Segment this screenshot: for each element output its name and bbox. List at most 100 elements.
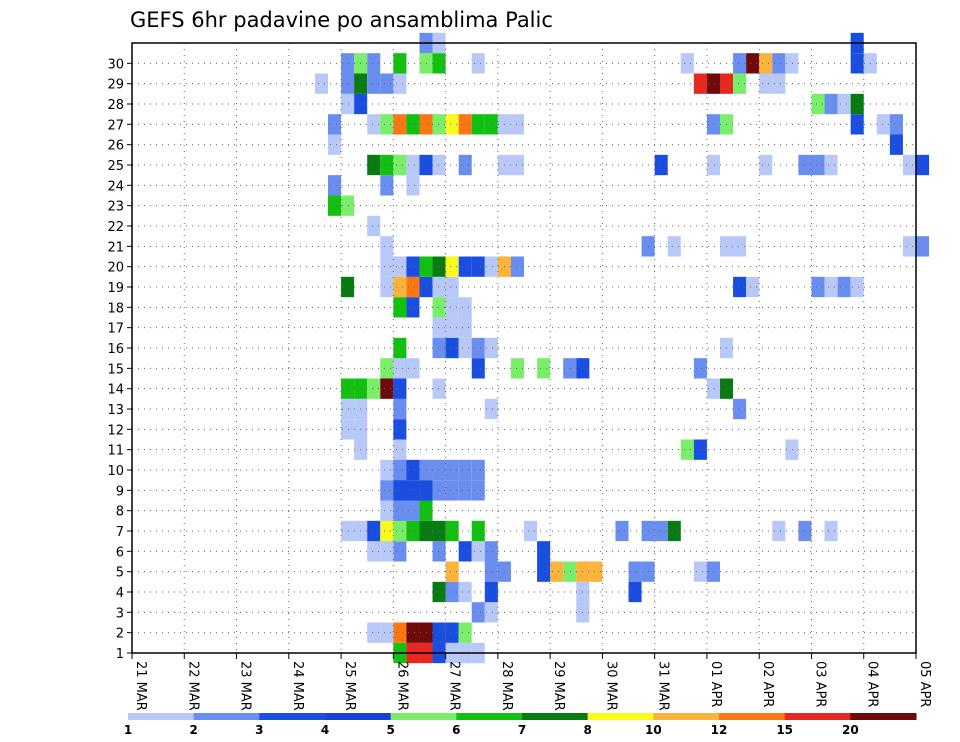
- legend-label: 10: [645, 723, 662, 737]
- heatmap-cell: [902, 154, 916, 176]
- y-tick-label: 4: [116, 586, 124, 601]
- heatmap-cell: [811, 276, 825, 298]
- heatmap-cell: [733, 276, 747, 298]
- y-tick-label: 20: [107, 261, 124, 276]
- x-tick-label: 02 APR: [760, 661, 775, 707]
- heatmap-cell: [746, 276, 760, 298]
- heatmap-cell: [471, 53, 485, 74]
- heatmap-cell: [510, 256, 524, 277]
- heatmap-cell: [484, 398, 498, 420]
- heatmap-cell: [367, 622, 381, 643]
- heatmap-cell: [432, 256, 446, 277]
- heatmap-cell: [314, 73, 328, 94]
- heatmap-cell: [837, 93, 851, 115]
- heatmap-cell: [537, 358, 551, 379]
- heatmap-cell: [471, 256, 485, 277]
- heatmap-cell: [458, 317, 472, 338]
- heatmap-cell: [458, 154, 472, 176]
- legend-label: 8: [583, 723, 591, 737]
- heatmap-cell: [406, 114, 420, 135]
- heatmap-cell: [432, 459, 446, 481]
- heatmap-cell: [406, 500, 420, 521]
- heatmap-cell: [432, 480, 446, 501]
- heatmap-cell: [746, 53, 760, 74]
- heatmap-cell: [484, 256, 498, 277]
- heatmap-cell: [445, 561, 459, 582]
- heatmap-cell: [432, 276, 446, 298]
- y-tick-label: 5: [116, 566, 124, 581]
- y-tick-label: 2: [116, 627, 124, 642]
- legend-swatch: [390, 713, 457, 720]
- x-tick-label: 03 APR: [812, 661, 827, 707]
- y-tick-label: 25: [107, 159, 124, 174]
- y-tick-label: 28: [107, 98, 124, 113]
- heatmap-cell: [380, 358, 394, 379]
- heatmap-cell: [432, 317, 446, 338]
- heatmap-cell: [393, 398, 407, 420]
- heatmap-cell: [393, 520, 407, 542]
- heatmap-cell: [380, 622, 394, 643]
- heatmap-cell: [432, 622, 446, 643]
- heatmap-cell: [445, 114, 459, 135]
- legend-label: 1: [124, 723, 132, 737]
- legend-label: 5: [386, 723, 394, 737]
- x-tick-label: 27 MAR: [447, 661, 462, 711]
- heatmap-cell: [471, 480, 485, 501]
- heatmap-cell: [785, 439, 799, 460]
- y-tick-label: 6: [116, 545, 124, 560]
- heatmap-cell: [811, 154, 825, 176]
- heatmap-cell: [458, 114, 472, 135]
- heatmap-cell: [772, 520, 786, 542]
- heatmap-cell: [785, 53, 799, 74]
- heatmap-cell: [380, 500, 394, 521]
- heatmap-cell: [432, 541, 446, 562]
- heatmap-cell: [458, 256, 472, 277]
- legend-label: 15: [776, 723, 793, 737]
- heatmap-cell: [341, 93, 355, 115]
- heatmap-cell: [510, 114, 524, 135]
- heatmap-cell: [328, 114, 342, 135]
- heatmap-cell: [393, 419, 407, 440]
- heatmap-cell: [680, 53, 694, 74]
- x-tick-label: 26 MAR: [394, 661, 409, 711]
- heatmap-cell: [341, 419, 355, 440]
- heatmap-cell: [916, 154, 930, 176]
- heatmap-cell: [850, 276, 864, 298]
- heatmap-cell: [380, 480, 394, 501]
- y-tick-label: 15: [107, 362, 124, 377]
- heatmap-cell: [341, 398, 355, 420]
- heatmap-cell: [537, 541, 551, 562]
- y-tick-label: 26: [107, 139, 124, 154]
- heatmap-cell: [628, 561, 642, 582]
- heatmap-cell: [393, 53, 407, 74]
- x-tick-label: 23 MAR: [238, 661, 253, 711]
- heatmap-cell: [458, 622, 472, 643]
- y-tick-label: 22: [107, 220, 124, 235]
- heatmap-cell: [484, 114, 498, 135]
- heatmap-cell: [393, 378, 407, 399]
- heatmap-cell: [367, 53, 381, 74]
- x-tick-label: 29 MAR: [551, 661, 566, 711]
- heatmap-cell: [432, 53, 446, 74]
- x-tick-label: 28 MAR: [499, 661, 514, 711]
- heatmap-cell: [380, 378, 394, 399]
- y-tick-label: 13: [107, 403, 124, 418]
- heatmap-cell: [733, 236, 747, 257]
- heatmap-cell: [850, 53, 864, 74]
- heatmap-cell: [328, 175, 342, 196]
- heatmap-cell: [432, 337, 446, 359]
- heatmap-cell: [458, 480, 472, 501]
- heatmap-cell: [733, 53, 747, 74]
- heatmap-cell: [654, 520, 668, 542]
- heatmap-cell: [406, 256, 420, 277]
- heatmap-cell: [889, 114, 903, 135]
- legend-swatch: [719, 713, 786, 720]
- heatmap-cell: [393, 276, 407, 298]
- heatmap-cell: [341, 73, 355, 94]
- heatmap-cell: [380, 541, 394, 562]
- heatmap-cell: [432, 154, 446, 176]
- heatmap-cell: [367, 378, 381, 399]
- heatmap-cell: [445, 256, 459, 277]
- heatmap-cell: [380, 236, 394, 257]
- heatmap-cell: [471, 602, 485, 623]
